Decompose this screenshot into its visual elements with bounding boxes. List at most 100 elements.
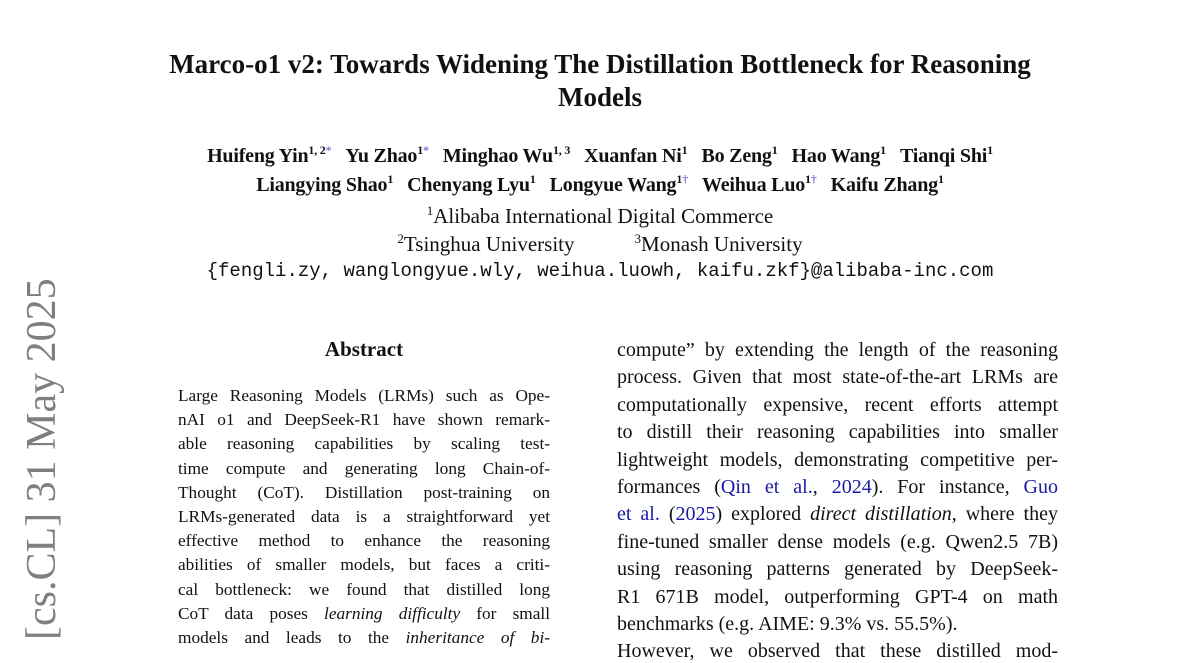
citation-link[interactable]: et al.	[617, 503, 660, 526]
body-line: formances (Qin et al., 2024). For instan…	[617, 476, 1058, 499]
author-note-marker[interactable]: †	[682, 172, 688, 186]
text-span: for small	[460, 603, 551, 623]
paper-title: Marco-o1 v2: Towards Widening The Distil…	[0, 48, 1200, 114]
text-span: to distill their reasoning capabilities …	[617, 421, 1058, 444]
text-span: (	[659, 503, 676, 526]
text-span: cal bottleneck: we found that distilled …	[178, 579, 550, 599]
body-line: fine-tuned smaller dense models (e.g. Qw…	[617, 531, 1058, 554]
author-affiliation-marker: 1, 3	[552, 143, 571, 157]
text-span: effective method to enhance the reasonin…	[178, 531, 550, 551]
text-span: Thought (CoT). Distillation post-trainin…	[178, 482, 550, 502]
author: Xuanfan Ni1	[584, 143, 688, 167]
text-span: lightweight models, demonstrating compet…	[617, 448, 1058, 471]
body-line: R1 671B model, outperforming GPT-4 on ma…	[617, 586, 1058, 609]
text-span: CoT data poses	[178, 603, 325, 623]
body-line: lightweight models, demonstrating compet…	[617, 449, 1058, 472]
text-span: using reasoning patterns generated by De…	[617, 558, 1058, 581]
author-affiliation-marker: 1	[676, 172, 683, 186]
affiliation-marker: 1	[426, 203, 434, 218]
author-affiliation-marker: 1	[805, 172, 811, 186]
title-line-2: Models	[558, 82, 642, 112]
author: Hao Wang1	[791, 143, 887, 167]
affiliation-1: 1Alibaba International Digital Commerce	[0, 202, 1200, 230]
author: Liangying Shao1	[256, 172, 394, 196]
abstract-heading: Abstract	[324, 337, 404, 361]
citation-link[interactable]: Qin et al.	[720, 476, 813, 498]
author-note-marker[interactable]: *	[423, 143, 429, 157]
author-affiliation-marker: 1	[937, 172, 944, 186]
author: Bo Zeng1	[701, 144, 777, 167]
author-name: Bo Zeng	[701, 145, 772, 167]
body-line: benchmarks (e.g. AIME: 9.3% vs. 55.5%).	[617, 613, 1058, 636]
author-name: Xuanfan Ni	[584, 145, 682, 167]
author: Yu Zhao1*	[345, 143, 429, 167]
author: Chenyang Lyu1	[407, 172, 536, 196]
affiliation-name: Monash University	[641, 232, 803, 256]
author: Weihua Luo1†	[702, 172, 817, 196]
author-emails: {fengli.zy, wanglongyue.wly, weihua.luow…	[206, 260, 994, 282]
author-name: Yu Zhao	[345, 145, 418, 167]
author-name: Huifeng Yin	[207, 145, 309, 167]
body-line: to distill their reasoning capabilities …	[617, 421, 1058, 444]
author-affiliation-marker: 1	[880, 143, 886, 157]
author-name: Longyue Wang	[549, 174, 677, 196]
text-span: benchmarks (e.g. AIME: 9.3% vs. 55.5%).	[617, 613, 958, 635]
author-name: Weihua Luo	[702, 174, 806, 196]
body-line: using reasoning patterns generated by De…	[617, 558, 1058, 581]
text-span: computationally expensive, recent effort…	[617, 393, 1058, 416]
abstract-line: abilities of smaller models, but faces a…	[178, 555, 550, 575]
text-span: ,	[812, 476, 832, 498]
author-name: Liangying Shao	[256, 174, 388, 196]
abstract-line: Large Reasoning Models (LRMs) such as Op…	[178, 386, 550, 406]
abstract-line: models and leads to the inheritance of b…	[178, 628, 550, 648]
author: Huifeng Yin1, 2*	[207, 143, 332, 167]
author-name: Kaifu Zhang	[830, 174, 938, 196]
abstract-line: nAI o1 and DeepSeek-R1 have shown remark…	[178, 410, 550, 430]
text-span: Large Reasoning Models (LRMs) such as Op…	[178, 386, 550, 405]
author-affiliation-marker: 1	[387, 172, 394, 186]
author: Tianqi Shi1	[899, 144, 993, 167]
affiliation-marker: 3	[634, 231, 642, 246]
body-line: However, we observed that these distille…	[617, 640, 1058, 663]
author-note-marker[interactable]: *	[325, 143, 332, 157]
abstract-line: time compute and generating long Chain-o…	[178, 459, 550, 479]
author: Minghao Wu1, 3	[443, 143, 571, 167]
text-span: However, we observed that these distille…	[617, 640, 1058, 663]
affiliation-2: 2Tsinghua University 3Monash University	[0, 230, 1200, 258]
author: Longyue Wang1†	[549, 172, 689, 196]
text-span: LRMs-generated data is a straightforward…	[178, 507, 550, 526]
author-affiliation-marker: 1	[529, 172, 536, 186]
citation-link[interactable]: 2025	[675, 503, 716, 526]
author: Kaifu Zhang1	[830, 172, 944, 196]
citation-link[interactable]: Guo	[1023, 476, 1058, 498]
arxiv-stamp: [cs.CL] 31 May 2025	[19, 278, 65, 640]
title-line-1: Marco-o1 v2: Towards Widening The Distil…	[169, 49, 1031, 79]
author-affiliation-marker: 1, 2	[308, 143, 326, 157]
author-note-marker[interactable]: †	[810, 172, 817, 186]
body-line: et al. (2025) explored direct distillati…	[617, 503, 1058, 526]
text-span: inheritance of bi-	[405, 628, 550, 647]
abstract-line: cal bottleneck: we found that distilled …	[178, 580, 550, 600]
text-span: learning difficulty	[324, 603, 461, 623]
text-span: ). For instance,	[871, 476, 1024, 498]
text-span: able reasoning capabilities by scaling t…	[178, 434, 550, 454]
abstract-line: Thought (CoT). Distillation post-trainin…	[178, 483, 550, 503]
text-span: models and leads to the	[178, 628, 406, 647]
text-span: ) explored	[715, 503, 811, 526]
affiliation-name: Tsinghua University	[403, 232, 575, 256]
text-span: , where they	[951, 503, 1058, 526]
abstract-line: LRMs-generated data is a straightforward…	[178, 507, 550, 527]
citation-link[interactable]: 2024	[831, 476, 872, 498]
affiliation-name: Alibaba International Digital Commerce	[433, 204, 774, 228]
body-line: computationally expensive, recent effort…	[617, 394, 1058, 417]
author-affiliation-marker: 1	[681, 143, 688, 157]
author-name: Hao Wang	[791, 145, 881, 167]
text-span: nAI o1 and DeepSeek-R1 have shown remark…	[178, 410, 550, 430]
author-affiliation-marker: 1	[417, 143, 424, 157]
text-span: direct distillation	[810, 503, 952, 526]
text-span: R1 671B model, outperforming GPT-4 on ma…	[617, 585, 1058, 608]
text-span: process. Given that most state-of-the-ar…	[617, 366, 1058, 389]
text-span: time compute and generating long Chain-o…	[178, 458, 550, 478]
author-name: Tianqi Shi	[899, 145, 988, 167]
